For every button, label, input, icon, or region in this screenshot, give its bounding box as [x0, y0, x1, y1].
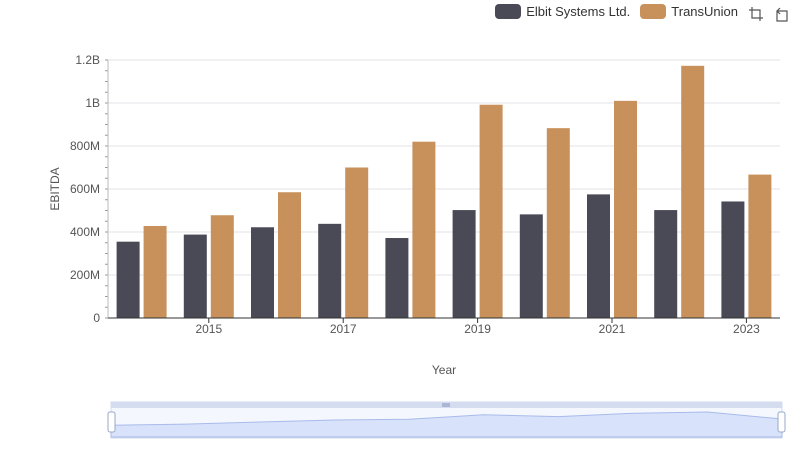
legend-item-transunion[interactable]: TransUnion: [640, 4, 738, 19]
y-tick-label: 200M: [70, 268, 100, 282]
x-tick-label: 2019: [464, 322, 491, 336]
x-axis: 2015 2017 2019 2021 2023: [108, 317, 780, 336]
y-tick-label: 0: [93, 311, 100, 325]
restore-icon[interactable]: [774, 6, 790, 22]
bar-elbit-2015[interactable]: [183, 234, 207, 318]
bar-elbit-2023[interactable]: [721, 201, 745, 318]
bar-transunion-2019[interactable]: [479, 104, 503, 318]
zoom-handle-right[interactable]: [777, 411, 786, 433]
legend-item-elbit[interactable]: Elbit Systems Ltd.: [495, 4, 630, 19]
y-tick-label: 1.2B: [75, 53, 100, 67]
bar-transunion-2022[interactable]: [681, 65, 705, 319]
bar-transunion-2021[interactable]: [614, 100, 637, 318]
bars: [116, 65, 772, 319]
toolbox: [748, 6, 790, 22]
bar-elbit-2014[interactable]: [116, 241, 140, 318]
legend-label-transunion: TransUnion: [671, 4, 738, 19]
bar-elbit-2016[interactable]: [251, 227, 274, 318]
bar-elbit-2022[interactable]: [654, 210, 678, 318]
data-zoom-slider[interactable]: [107, 401, 786, 439]
bar-transunion-2015[interactable]: [210, 215, 234, 318]
legend: Elbit Systems Ltd. TransUnion: [495, 4, 738, 19]
grid-lines: [108, 59, 780, 319]
y-tick-label: 600M: [70, 182, 100, 196]
y-tick-label: 800M: [70, 139, 100, 153]
bar-elbit-2018[interactable]: [385, 238, 409, 318]
x-tick-label: 2023: [733, 322, 760, 336]
y-axis-label: EBITDA: [48, 167, 62, 210]
bar-transunion-2023[interactable]: [748, 174, 772, 318]
bar-transunion-2016[interactable]: [278, 192, 301, 318]
bar-transunion-2017[interactable]: [345, 167, 369, 319]
zoom-handle-left[interactable]: [107, 411, 116, 433]
x-tick-label: 2017: [330, 322, 357, 336]
legend-label-elbit: Elbit Systems Ltd.: [526, 4, 631, 19]
legend-swatch-elbit: [495, 4, 522, 19]
y-tick-label: 400M: [70, 225, 100, 239]
x-axis-label: Year: [432, 363, 456, 377]
legend-swatch-transunion: [640, 4, 667, 19]
bar-elbit-2021[interactable]: [587, 194, 610, 318]
zoom-drag-grip[interactable]: [442, 403, 450, 407]
bar-elbit-2019[interactable]: [452, 210, 476, 318]
y-axis: 0 200M 400M 600M 800M 1B 1.2B: [70, 53, 109, 325]
x-tick-label: 2021: [599, 322, 626, 336]
bar-elbit-2017[interactable]: [318, 223, 342, 318]
bar-transunion-2014[interactable]: [143, 225, 167, 318]
bar-transunion-2018[interactable]: [412, 141, 436, 318]
x-tick-label: 2015: [195, 322, 222, 336]
y-tick-label: 1B: [85, 96, 100, 110]
bar-transunion-2020[interactable]: [546, 128, 570, 318]
bar-elbit-2020[interactable]: [519, 214, 543, 318]
zoom-icon[interactable]: [748, 6, 764, 22]
